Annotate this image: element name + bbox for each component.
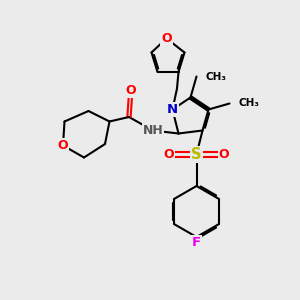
Text: O: O bbox=[125, 84, 136, 98]
Text: CH₃: CH₃ bbox=[238, 98, 260, 109]
Text: O: O bbox=[164, 148, 174, 161]
Text: O: O bbox=[161, 32, 172, 45]
Text: N: N bbox=[167, 103, 178, 116]
Text: NH: NH bbox=[142, 124, 164, 137]
Text: F: F bbox=[192, 236, 201, 250]
Text: O: O bbox=[58, 139, 68, 152]
Text: S: S bbox=[191, 147, 202, 162]
Text: CH₃: CH₃ bbox=[206, 71, 226, 82]
Text: O: O bbox=[219, 148, 230, 161]
